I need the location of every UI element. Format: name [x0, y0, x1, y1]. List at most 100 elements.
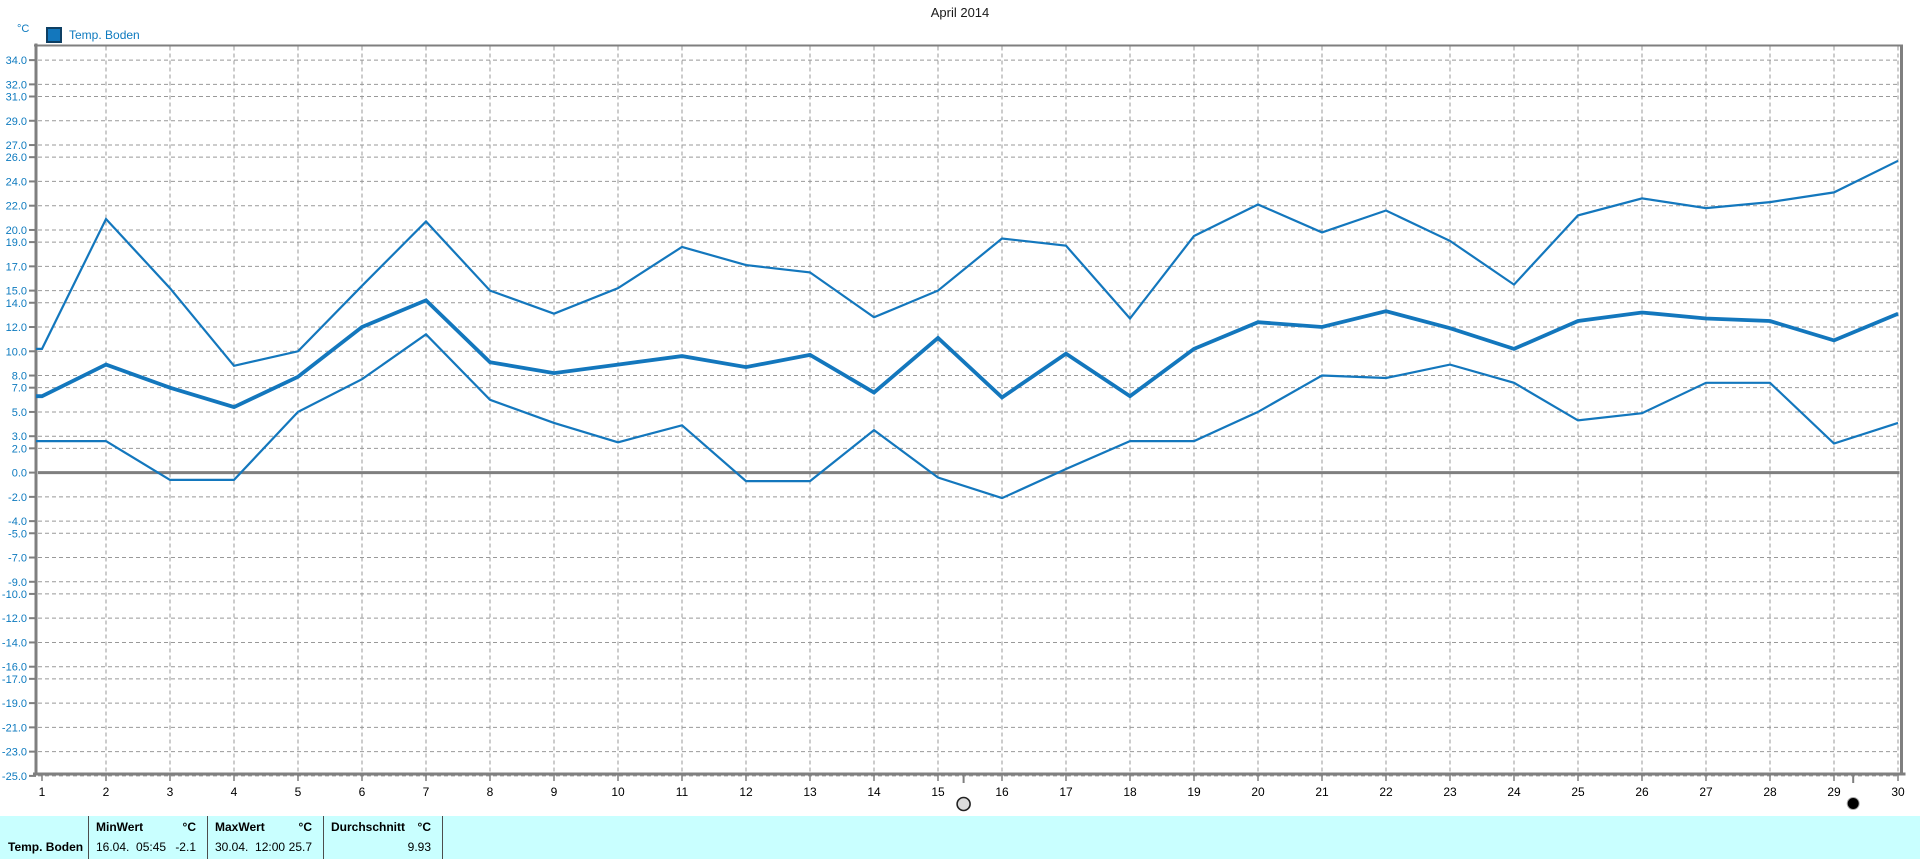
svg-text:-16.0: -16.0	[2, 662, 27, 674]
svg-text:-4.0: -4.0	[8, 516, 27, 528]
maxwert-datetime: 30.04. 12:00	[215, 840, 286, 854]
temperature-line-chart: 34.032.031.029.027.026.024.022.020.019.0…	[2, 43, 1906, 812]
durchschnitt-header: Durchschnitt	[331, 820, 406, 834]
svg-text:0.0: 0.0	[12, 468, 27, 480]
svg-text:-25.0: -25.0	[2, 771, 27, 783]
statusbar: Temp. Boden MinWert °C 16.04. 05:45 -2.1…	[0, 816, 1920, 859]
legend-color-swatch	[46, 27, 62, 43]
svg-text:4: 4	[231, 785, 238, 799]
svg-text:2: 2	[103, 785, 110, 799]
svg-text:22.0: 22.0	[6, 201, 27, 213]
maxwert-value: 25.7	[288, 840, 312, 854]
chart-title: April 2014	[930, 5, 990, 20]
svg-text:-12.0: -12.0	[2, 613, 27, 625]
svg-text:18: 18	[1123, 785, 1137, 799]
svg-text:7: 7	[423, 785, 430, 799]
svg-text:10: 10	[611, 785, 625, 799]
statusbar-durchschnitt-section: Durchschnitt °C 9.93	[323, 816, 443, 859]
minwert-unit: °C	[182, 820, 196, 834]
maxwert-header: MaxWert	[215, 820, 265, 834]
svg-text:29.0: 29.0	[6, 116, 27, 128]
svg-text:24.0: 24.0	[6, 176, 27, 188]
svg-text:5: 5	[295, 785, 302, 799]
svg-text:30: 30	[1891, 785, 1905, 799]
durchschnitt-value: 9.93	[407, 840, 431, 854]
svg-text:3.0: 3.0	[12, 431, 27, 443]
svg-text:6: 6	[359, 785, 366, 799]
svg-text:32.0: 32.0	[6, 79, 27, 91]
svg-text:-17.0: -17.0	[2, 674, 27, 686]
svg-text:-21.0: -21.0	[2, 722, 27, 734]
svg-text:-10.0: -10.0	[2, 589, 27, 601]
svg-text:13: 13	[803, 785, 817, 799]
svg-text:23: 23	[1443, 785, 1457, 799]
svg-text:-2.0: -2.0	[8, 492, 27, 504]
svg-text:-9.0: -9.0	[8, 577, 27, 589]
durchschnitt-unit: °C	[417, 820, 431, 834]
svg-text:-19.0: -19.0	[2, 698, 27, 710]
series-max	[36, 159, 1899, 368]
svg-text:29: 29	[1827, 785, 1841, 799]
svg-text:11: 11	[676, 785, 689, 799]
svg-text:7.0: 7.0	[12, 383, 27, 395]
svg-text:8.0: 8.0	[12, 371, 27, 383]
y-axis-unit-label: °C	[17, 23, 30, 35]
statusbar-minwert-section: MinWert °C 16.04. 05:45 -2.1	[88, 816, 207, 859]
svg-text:31.0: 31.0	[6, 92, 27, 104]
svg-text:-23.0: -23.0	[2, 747, 27, 759]
svg-text:-14.0: -14.0	[2, 637, 27, 649]
svg-text:22: 22	[1379, 785, 1393, 799]
svg-text:-5.0: -5.0	[8, 528, 27, 540]
series-min	[36, 332, 1899, 500]
svg-text:16: 16	[995, 785, 1009, 799]
svg-text:14: 14	[867, 785, 881, 799]
svg-text:26.0: 26.0	[6, 152, 27, 164]
x-gridlines	[105, 46, 1899, 773]
svg-text:21: 21	[1315, 785, 1329, 799]
svg-text:15.0: 15.0	[6, 286, 27, 298]
svg-text:-7.0: -7.0	[8, 553, 27, 565]
x-axis-ticks	[41, 775, 1899, 781]
svg-text:2.0: 2.0	[12, 443, 27, 455]
legend-series-label: Temp. Boden	[69, 28, 140, 42]
svg-text:3: 3	[167, 785, 174, 799]
svg-text:20.0: 20.0	[6, 225, 27, 237]
series-mean	[36, 298, 1899, 410]
svg-text:17.0: 17.0	[6, 261, 27, 273]
svg-text:20: 20	[1251, 785, 1265, 799]
svg-text:14.0: 14.0	[6, 298, 27, 310]
svg-text:1: 1	[39, 785, 46, 799]
y-axis-ticks	[29, 59, 36, 777]
y-gridlines	[38, 59, 1900, 777]
svg-text:25: 25	[1571, 785, 1585, 799]
svg-text:28: 28	[1763, 785, 1777, 799]
svg-text:8: 8	[487, 785, 494, 799]
svg-text:10.0: 10.0	[6, 346, 27, 358]
svg-text:17: 17	[1059, 785, 1073, 799]
axis-frame	[33, 43, 1906, 776]
full-moon-icon	[956, 775, 971, 812]
minwert-header: MinWert	[96, 820, 144, 834]
svg-text:5.0: 5.0	[12, 407, 27, 419]
svg-text:26: 26	[1635, 785, 1649, 799]
svg-text:15: 15	[931, 785, 945, 799]
minwert-value: -2.1	[175, 840, 196, 854]
maxwert-unit: °C	[298, 820, 312, 834]
legend: Temp. Boden	[46, 27, 140, 43]
svg-text:9: 9	[551, 785, 558, 799]
svg-text:12.0: 12.0	[6, 322, 27, 334]
statusbar-series-cell: Temp. Boden	[0, 816, 88, 859]
svg-text:19: 19	[1187, 785, 1201, 799]
x-axis-labels: 1 2 3 4 5 6 7 8 9 10 11 12 13 14 15 16 17 18 19 20 21 22 23 24 2…	[39, 785, 1905, 799]
statusbar-series-label: Temp. Boden	[8, 840, 84, 854]
statusbar-maxwert-section: MaxWert °C 30.04. 12:00 25.7	[207, 816, 323, 859]
svg-text:27.0: 27.0	[6, 140, 27, 152]
svg-text:27: 27	[1699, 785, 1713, 799]
svg-text:34.0: 34.0	[6, 55, 27, 67]
svg-text:12: 12	[739, 785, 753, 799]
svg-text:24: 24	[1507, 785, 1521, 799]
svg-text:19.0: 19.0	[6, 237, 27, 249]
new-moon-icon	[1846, 775, 1860, 810]
minwert-datetime: 16.04. 05:45	[96, 840, 167, 854]
